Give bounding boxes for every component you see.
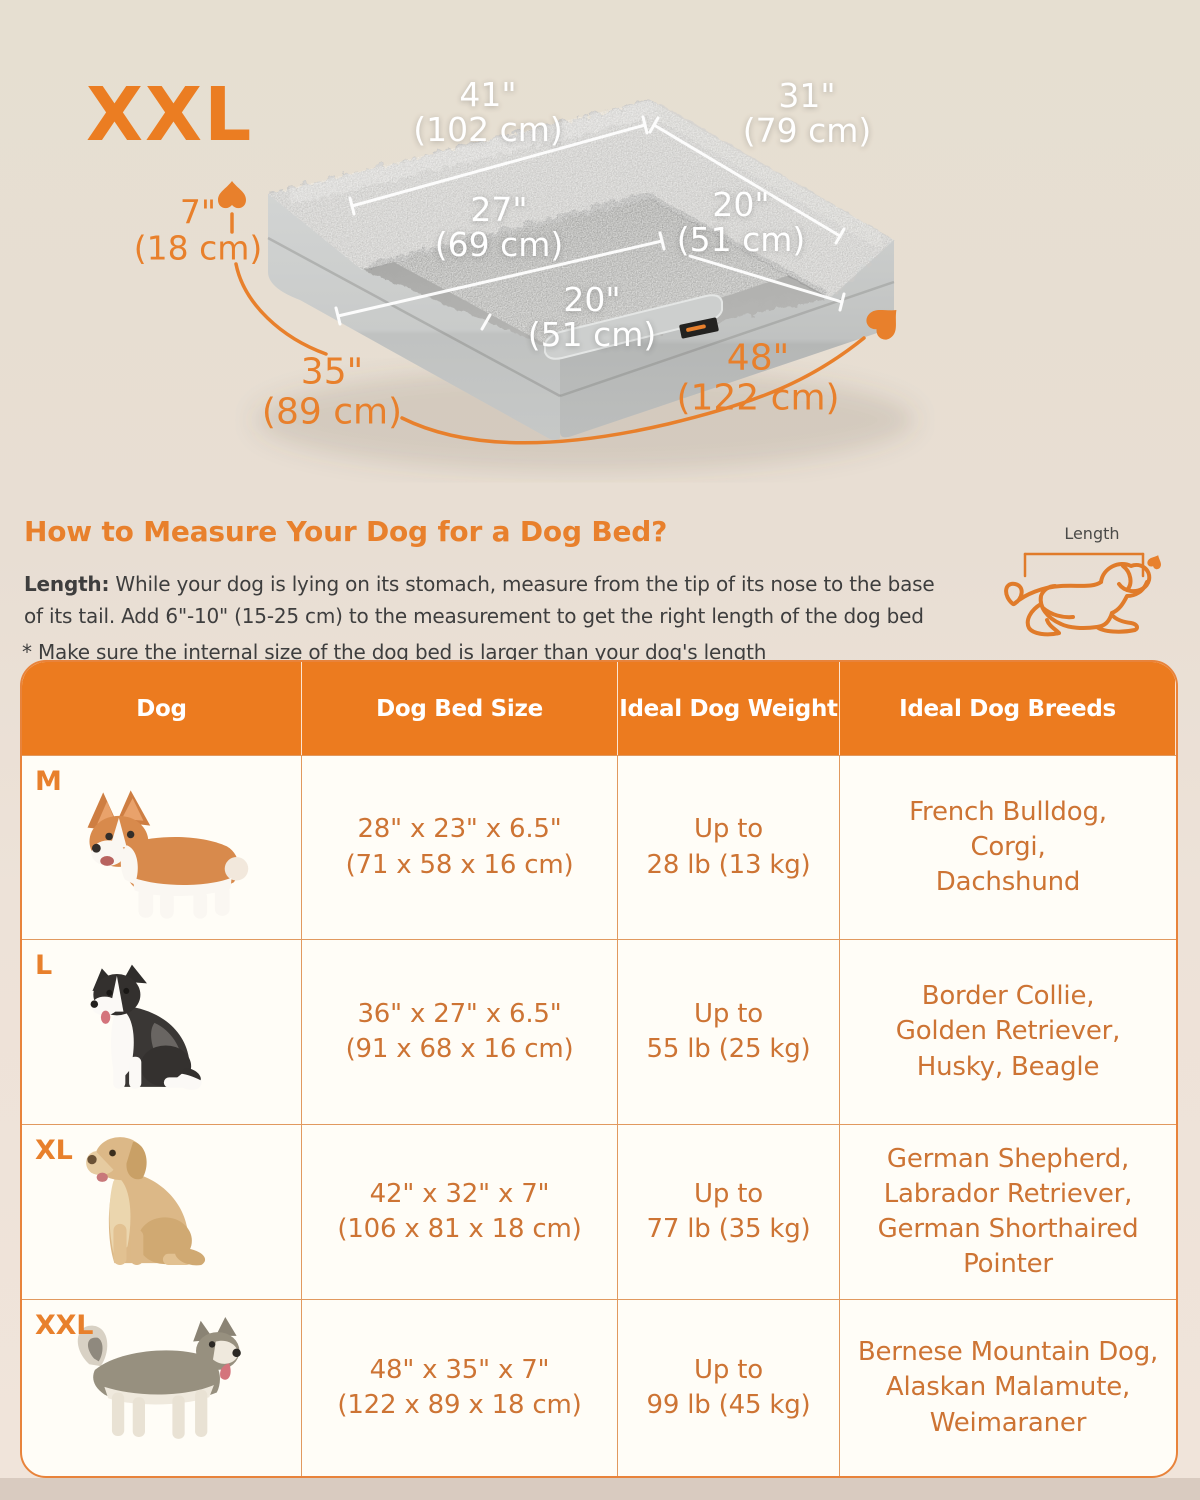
table-cell-bed-size: 42" x 32" x 7" (106 x 81 x 18 cm) bbox=[302, 1124, 618, 1299]
bottom-band bbox=[0, 1478, 1200, 1500]
dim-top-width: 41" (102 cm) bbox=[413, 75, 563, 149]
dim-front-inner: 20" (51 cm) bbox=[527, 280, 657, 354]
table-row-xxl-dog: XXL bbox=[22, 1299, 302, 1476]
dim-outer-width: 35" (89 cm) bbox=[261, 351, 403, 432]
height-leader-line bbox=[234, 262, 328, 356]
measure-heading: How to Measure Your Dog for a Dog Bed? bbox=[24, 515, 668, 549]
table-cell-weight: Up to 77 lb (35 kg) bbox=[618, 1124, 840, 1299]
table-cell-breeds: Border Collie, Golden Retriever, Husky, … bbox=[840, 939, 1176, 1124]
length-diagram-label: Length bbox=[1064, 524, 1120, 543]
dog-bed-photo bbox=[218, 100, 915, 472]
labrador-photo bbox=[85, 1137, 205, 1266]
row-size-label: XXL bbox=[35, 1310, 94, 1341]
size-badge: XXL bbox=[86, 72, 254, 158]
table-cell-breeds: French Bulldog, Corgi, Dachshund bbox=[840, 755, 1176, 939]
length-label: Length: bbox=[24, 572, 110, 596]
table-row-l-dog: L bbox=[22, 939, 302, 1124]
dim-top-depth: 31" (79 cm) bbox=[742, 76, 872, 150]
table-cell-breeds: Bernese Mountain Dog, Alaskan Malamute, … bbox=[840, 1299, 1176, 1476]
corgi-photo bbox=[87, 790, 248, 919]
dim-outer-length: 48" (122 cm) bbox=[676, 337, 840, 418]
length-diagram: Length bbox=[995, 524, 1180, 654]
table-cell-weight: Up to 99 lb (45 kg) bbox=[618, 1299, 840, 1476]
dimension-lines bbox=[334, 115, 846, 331]
row-size-label: M bbox=[35, 766, 62, 797]
orange-annotations bbox=[218, 181, 908, 445]
length-text: While your dog is lying on its stomach, … bbox=[24, 572, 935, 628]
table-cell-weight: Up to 28 lb (13 kg) bbox=[618, 755, 840, 939]
row-size-label: L bbox=[35, 950, 53, 981]
table-cell-bed-size: 48" x 35" x 7" (122 x 89 x 18 cm) bbox=[302, 1299, 618, 1476]
front-trim bbox=[544, 294, 723, 360]
header-dog: Dog bbox=[22, 662, 302, 755]
table-cell-bed-size: 28" x 23" x 6.5" (71 x 58 x 16 cm) bbox=[302, 755, 618, 939]
table-row-xl-dog: XL bbox=[22, 1124, 302, 1299]
header-bed-size: Dog Bed Size bbox=[302, 662, 618, 755]
table-cell-breeds: German Shepherd, Labrador Retriever, Ger… bbox=[840, 1124, 1176, 1299]
measure-instructions: Length: While your dog is lying on its s… bbox=[24, 568, 935, 632]
size-table: Dog Dog Bed Size Ideal Dog Weight Ideal … bbox=[20, 660, 1178, 1478]
header-breeds: Ideal Dog Breeds bbox=[840, 662, 1176, 755]
row-size-label: XL bbox=[35, 1135, 73, 1166]
header-weight: Ideal Dog Weight bbox=[618, 662, 840, 755]
table-cell-weight: Up to 55 lb (25 kg) bbox=[618, 939, 840, 1124]
dim-height: 7" (18 cm) bbox=[133, 192, 263, 268]
brand-tag bbox=[679, 317, 719, 339]
malamute-photo bbox=[77, 1317, 241, 1439]
bed-dimension-diagram: XXL 41" (102 cm) 31" (79 cm) 27" (69 cm)… bbox=[0, 0, 1200, 660]
dog-outline-icon bbox=[1004, 552, 1161, 637]
mini-heart-icon bbox=[1147, 555, 1161, 570]
dim-inner-depth: 20" (51 cm) bbox=[676, 185, 806, 259]
length-leader-line bbox=[400, 336, 866, 445]
dim-inner-width: 27" (69 cm) bbox=[434, 190, 564, 264]
table-cell-bed-size: 36" x 27" x 6.5" (91 x 68 x 16 cm) bbox=[302, 939, 618, 1124]
table-row-m-dog: M bbox=[22, 755, 302, 939]
border-collie-photo bbox=[90, 964, 202, 1090]
